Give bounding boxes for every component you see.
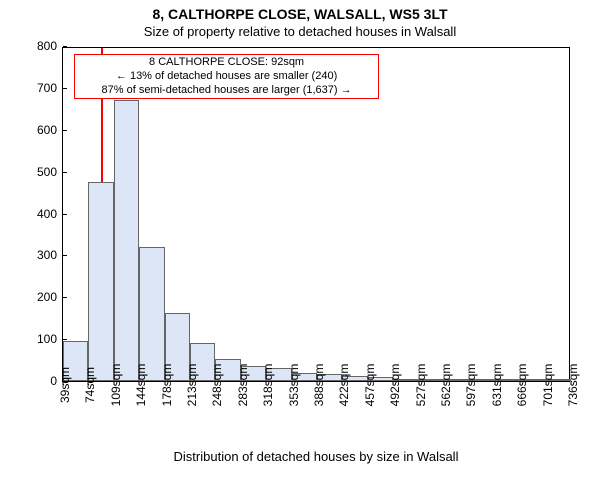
- y-tick-label: 200: [37, 290, 63, 304]
- chart-subtitle: Size of property relative to detached ho…: [0, 24, 600, 39]
- x-tick-label: 457sqm: [359, 364, 377, 407]
- plot-area: 8 CALTHORPE CLOSE: 92sqm ← 13% of detach…: [62, 47, 570, 382]
- annotation-line-2: ← 13% of detached houses are smaller (24…: [77, 70, 376, 84]
- x-tick-label: 422sqm: [333, 364, 351, 407]
- annotation-line-3: 87% of semi-detached houses are larger (…: [77, 84, 376, 98]
- histogram-bar: [88, 182, 113, 381]
- histogram-bar: [114, 100, 139, 381]
- x-tick-label: 631sqm: [486, 364, 504, 407]
- x-tick-label: 562sqm: [435, 364, 453, 407]
- chart-container: 8 CALTHORPE CLOSE: 92sqm ← 13% of detach…: [0, 47, 600, 500]
- x-tick-label: 597sqm: [460, 364, 478, 407]
- y-tick-label: 300: [37, 248, 63, 262]
- x-tick-label: 39sqm: [54, 367, 72, 403]
- annotation-box: 8 CALTHORPE CLOSE: 92sqm ← 13% of detach…: [74, 54, 379, 99]
- x-tick-label: 388sqm: [308, 364, 326, 407]
- x-tick-label: 178sqm: [156, 364, 174, 407]
- x-axis-label: Distribution of detached houses by size …: [174, 449, 459, 464]
- y-tick-label: 400: [37, 207, 63, 221]
- x-tick-label: 109sqm: [105, 364, 123, 407]
- y-tick-label: 800: [37, 39, 63, 53]
- x-tick-label: 666sqm: [511, 364, 529, 407]
- x-tick-label: 353sqm: [283, 364, 301, 407]
- x-tick-label: 736sqm: [562, 364, 580, 407]
- annotation-line-1: 8 CALTHORPE CLOSE: 92sqm: [77, 56, 376, 70]
- y-tick-label: 500: [37, 165, 63, 179]
- x-tick-label: 318sqm: [257, 364, 275, 407]
- y-tick-label: 100: [37, 332, 63, 346]
- x-tick-label: 248sqm: [206, 364, 224, 407]
- y-tick-label: 600: [37, 123, 63, 137]
- x-tick-label: 213sqm: [181, 364, 199, 407]
- x-tick-label: 144sqm: [130, 364, 148, 407]
- x-tick-label: 527sqm: [410, 364, 428, 407]
- x-tick-label: 701sqm: [537, 364, 555, 407]
- x-tick-label: 283sqm: [232, 364, 250, 407]
- chart-title: 8, CALTHORPE CLOSE, WALSALL, WS5 3LT: [0, 6, 600, 22]
- x-tick-label: 492sqm: [384, 364, 402, 407]
- histogram-bar: [139, 247, 164, 381]
- y-tick-label: 700: [37, 81, 63, 95]
- x-tick-label: 74sqm: [79, 367, 97, 403]
